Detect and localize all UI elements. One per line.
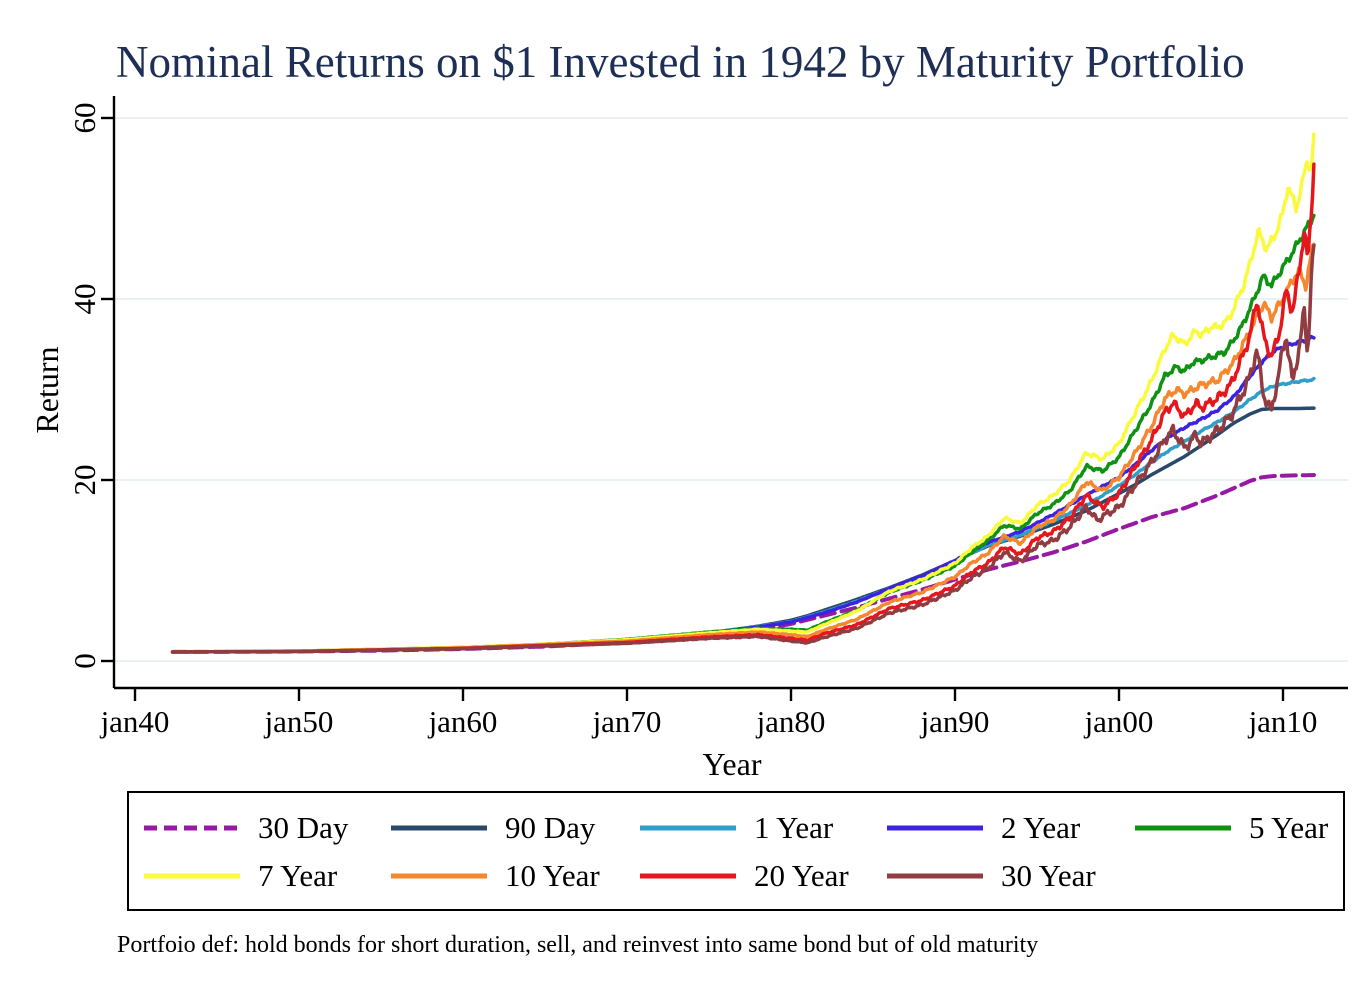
legend-item-30-year: 30 Year xyxy=(885,854,1096,898)
y-axis-title: Return xyxy=(29,346,65,433)
legend-swatch-90-day xyxy=(391,825,487,831)
legend-item-10-year: 10 Year xyxy=(389,854,600,898)
x-tick-label-jan00: jan00 xyxy=(1084,704,1154,739)
x-tick-label-jan50: jan50 xyxy=(264,704,334,739)
y-tick-label-60: 60 xyxy=(67,103,102,134)
legend-swatch-2-year xyxy=(887,825,983,831)
y-tick-label-40: 40 xyxy=(67,284,102,315)
legend-item-1-year: 1 Year xyxy=(638,806,833,850)
legend-label-1-year: 1 Year xyxy=(754,810,834,845)
legend-item-20-year: 20 Year xyxy=(638,854,849,898)
x-tick-label-jan80: jan80 xyxy=(756,704,826,739)
legend-label-30-day: 30 Day xyxy=(258,810,349,845)
legend-item-7-year: 7 Year xyxy=(142,854,337,898)
x-tick-label-jan70: jan70 xyxy=(592,704,662,739)
legend-swatch-30-day xyxy=(144,825,240,831)
series-line-10-year xyxy=(170,242,1316,654)
legend-swatch-20-year xyxy=(640,873,736,879)
legend-label-30-year: 30 Year xyxy=(1001,858,1096,893)
legend-label-5-year: 5 Year xyxy=(1249,810,1329,845)
series-line-7-year xyxy=(170,132,1316,654)
legend-swatch-5-year xyxy=(1135,825,1231,831)
legend-item-30-day: 30 Day xyxy=(142,806,348,850)
legend-label-10-year: 10 Year xyxy=(505,858,600,893)
x-tick-label-jan90: jan90 xyxy=(920,704,990,739)
series-line-5-year xyxy=(170,213,1316,654)
x-tick-label-jan40: jan40 xyxy=(100,704,170,739)
x-tick-label-jan10: jan10 xyxy=(1248,704,1318,739)
legend-swatch-7-year xyxy=(144,873,240,879)
legend-label-20-year: 20 Year xyxy=(754,858,849,893)
legend-swatch-1-year xyxy=(640,825,736,831)
series-line-30-year xyxy=(170,243,1316,654)
x-axis-title: Year xyxy=(703,746,762,782)
y-tick-label-20: 20 xyxy=(67,465,102,496)
legend-swatch-30-year xyxy=(887,873,983,879)
series-line-30-day xyxy=(170,473,1316,654)
footnote: Portfoio def: hold bonds for short durat… xyxy=(117,932,1039,958)
legend-item-2-year: 2 Year xyxy=(885,806,1080,850)
legend-item-90-day: 90 Day xyxy=(389,806,595,850)
series-line-20-year xyxy=(170,162,1316,654)
x-tick-label-jan60: jan60 xyxy=(428,704,498,739)
legend-label-2-year: 2 Year xyxy=(1001,810,1081,845)
legend-label-90-day: 90 Day xyxy=(505,810,596,845)
chart-title: Nominal Returns on $1 Invested in 1942 b… xyxy=(116,37,1245,87)
plot-area: 0 20 40 60 jan40 jan50 jan60 jan70 jan80 jan90 jan… xyxy=(29,96,1348,782)
y-tick-label-0: 0 xyxy=(67,653,102,669)
legend-box: 30 Day 90 Day 1 Year 2 Year 5 Year 7 Year 10 Y… xyxy=(127,791,1345,911)
legend-swatch-10-year xyxy=(391,873,487,879)
legend-label-7-year: 7 Year xyxy=(258,858,338,893)
legend-item-5-year: 5 Year xyxy=(1133,806,1328,850)
series-line-2-year xyxy=(170,334,1316,654)
